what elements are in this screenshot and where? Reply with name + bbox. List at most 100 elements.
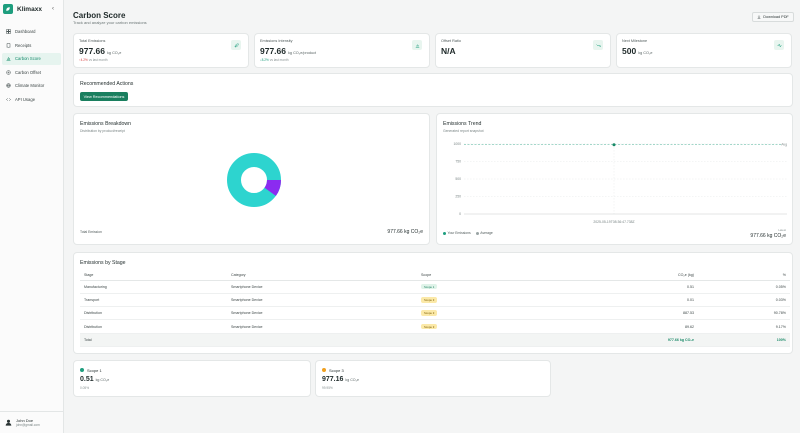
download-pdf-button[interactable]: Download PDF [752,12,794,22]
emissions-trend-card: Emissions Trend Generated report snapsho… [436,113,793,245]
col-co2: CO₂e (kg) [541,270,694,281]
scope-number: 0.51 [80,376,94,383]
scope-badge: Scope 3 [421,310,438,317]
cell-pct: 0.05% [694,280,790,294]
sidebar-item-label: Dashboard [15,29,36,34]
scope-badge: Scope 3 [421,323,438,330]
cell-co2: 0.51 [541,280,694,294]
donut-slice-primary[interactable] [227,153,281,207]
scope-3-dot [322,368,326,372]
cell-category: Smartphone Device [231,293,421,308]
kpi-change-note: vs last month [88,58,108,62]
globe-icon [6,83,11,88]
scope-unit: kg CO₂e [95,378,110,382]
kpi-label: Next Milestone [622,39,648,43]
sidebar-item-climate-monitor[interactable]: Climate Monitor [2,80,61,92]
trend-down-icon [593,40,603,50]
receipt-icon [6,42,11,48]
y-tick: 750 [455,160,461,164]
sidebar-item-carbon-offset[interactable]: Carbon Offset [2,66,61,78]
col-stage: Stage [80,270,231,281]
sidebar-item-api-usage[interactable]: API Usage [2,93,61,105]
sidebar-item-receipts[interactable]: Receipts [2,39,61,51]
cell-total-co2: 977.66 kg CO₂e [541,333,694,347]
sidebar-item-label: Receipts [15,42,32,48]
sidebar-item-dashboard[interactable]: Dashboard [2,26,61,38]
y-tick: 500 [455,177,461,181]
download-pdf-label: Download PDF [763,15,789,19]
download-icon [757,15,761,19]
table-header-row: Stage Category Scope CO₂e (kg) % [80,270,790,281]
cell-category: Smartphone Device [231,319,421,334]
user-profile[interactable]: John Doe john@gmail.com [0,411,63,433]
kpi-unit: kg CO₂e [107,51,122,55]
kpi-value: 977.66 kg CO₂e/product [260,46,316,56]
emissions-by-stage-card: Emissions by Stage Stage Category Scope … [73,252,793,354]
activity-icon [774,40,784,50]
cell-pct: 9.17% [694,319,790,334]
donut-slice-secondary[interactable] [264,179,282,196]
latest-label: Latest [778,228,786,232]
sidebar-item-label: Climate Monitor [15,83,45,88]
user-email: john@gmail.com [16,423,40,427]
sidebar-item-label: API Usage [15,96,36,102]
col-category: Category [231,270,421,281]
brand-name: Klimaxx [17,5,42,13]
kpi-next-milestone: Next Milestone 500 kg CO₂e [616,33,792,68]
cell-category: Smartphone Device [231,280,421,294]
cell-co2: 89.62 [541,319,694,334]
data-point[interactable] [612,143,616,147]
scope-title: Scope 1 [87,367,102,373]
recommended-title: Recommended Actions [80,81,134,87]
table-row[interactable]: Distribution Smartphone Device Scope 3 8… [80,319,790,334]
scope-badge: Scope 3 [421,297,438,303]
kpi-change: ↑4.2% vs last month [79,58,108,62]
view-recommendations-button[interactable]: View Recommendations [80,92,128,101]
leaf-icon [6,69,11,75]
scope-1-card: Scope 1 0.51 kg CO₂e 0.05% [73,360,311,397]
sidebar-item-carbon-score[interactable]: Carbon Score [2,52,61,65]
stage-table-title: Emissions by Stage [80,260,126,266]
scope-pct: 99.95% [322,386,333,390]
kpi-change-value: ↑4.2% [79,58,88,62]
legend-label: Your Emissions [447,231,471,235]
table-row[interactable]: Manufacturing Smartphone Device Scope 1 … [80,280,790,294]
total-emission-value: 977.66 kg CO₂e [387,229,423,235]
trend-chart[interactable]: 1000 750 500 250 0 2025-05-19T08:36:47.7… [437,138,794,230]
legend-average: Average [475,231,493,235]
table-row[interactable]: Distribution Smartphone Device Scope 3 8… [80,306,790,321]
kpi-unit: kg CO₂e/product [288,51,317,55]
breakdown-subtitle: Distribution by product/receipt [80,129,125,133]
legend-label: Average [480,231,493,235]
avatar-icon [5,419,12,426]
cell-stage: Distribution [80,306,231,321]
trend-legend: Your Emissions Average [443,231,493,235]
kpi-number: 977.66 [260,46,286,56]
kpi-change-value: ↓8.2% [260,58,269,62]
cell-category: Smartphone Device [231,306,421,321]
brand[interactable]: Klimaxx [3,4,42,14]
leaf-icon [231,40,241,50]
collapse-sidebar-icon[interactable]: ‹ [52,6,54,12]
trend-title: Emissions Trend [443,121,482,127]
cell-stage: Transport [80,293,231,308]
col-pct: % [694,270,790,281]
cell-co2: 887.53 [541,306,694,321]
scope-badge: Scope 1 [421,283,438,290]
kpi-offset-ratio: Offset Ratio N/A [435,33,611,68]
table-row[interactable]: Transport Smartphone Device Scope 3 0.01… [80,293,790,308]
emissions-breakdown-card: Emissions Breakdown Distribution by prod… [73,113,430,245]
cell-total-pct: 100% [694,333,790,347]
sidebar-nav: Dashboard Receipts Carbon Score Carbon O… [0,24,63,107]
cell-stage: Manufacturing [80,280,231,294]
main-content: Carbon Score Track and analyze your carb… [64,0,800,433]
kpi-label: Offset Ratio [441,39,461,43]
trend-subtitle: Generated report snapshot [443,129,484,133]
kpi-change: ↓8.2% vs last month [260,58,289,62]
sidebar-item-label: Carbon Score [15,56,41,61]
donut-chart[interactable] [226,152,282,208]
kpi-number: N/A [441,46,456,56]
cell-pct: 90.78% [694,306,790,321]
kpi-label: Emissions Intensity [260,39,293,43]
